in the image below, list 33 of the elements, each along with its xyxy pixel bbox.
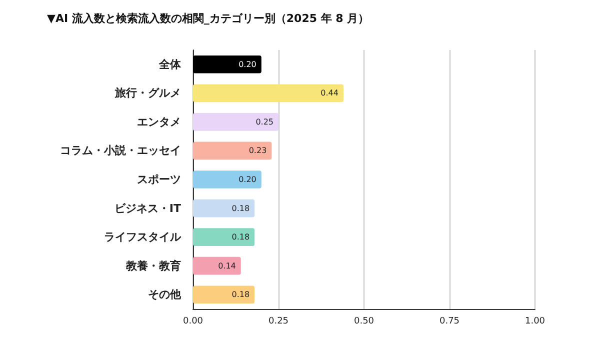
y-tick-label: ビジネス・IT [114,202,182,215]
x-tick-label: 0.75 [439,316,460,326]
y-tick-label: スポーツ [137,173,181,186]
data-label: 0.18 [232,290,250,300]
bar [193,142,272,160]
y-tick-label: エンタメ [137,115,181,128]
y-tick-label: ライフスタイル [104,230,182,244]
bar [193,84,344,102]
bar [193,256,241,275]
y-tick-label: 旅行・グルメ [114,86,181,100]
bar [193,199,255,218]
data-label: 0.23 [248,146,267,156]
data-label: 0.18 [232,204,250,213]
bar [193,228,255,246]
y-tick-label: コラム・小説・エッセイ [60,144,181,158]
x-tick-label: 0.50 [354,316,374,326]
bar [193,170,262,188]
data-label: 0.44 [320,88,338,98]
x-tick-label: 0.00 [182,316,204,326]
bar [193,55,262,74]
y-tick-label: 全体 [158,58,182,71]
data-label: 0.25 [256,117,274,126]
x-tick-label: 0.25 [268,316,289,326]
bar [193,286,255,304]
bar [193,113,278,131]
data-label: 0.20 [238,60,256,69]
x-tick-label: 1.00 [524,316,546,326]
data-label: 0.20 [238,175,256,184]
data-label: 0.18 [232,232,250,242]
y-tick-label: その他 [148,288,182,302]
y-tick-label: 教養・教育 [125,259,181,272]
chart-title: ▼AI 流入数と検索流入数の相関_カテゴリー別（2025 年 8 月） [47,12,370,25]
data-label: 0.14 [218,261,236,270]
